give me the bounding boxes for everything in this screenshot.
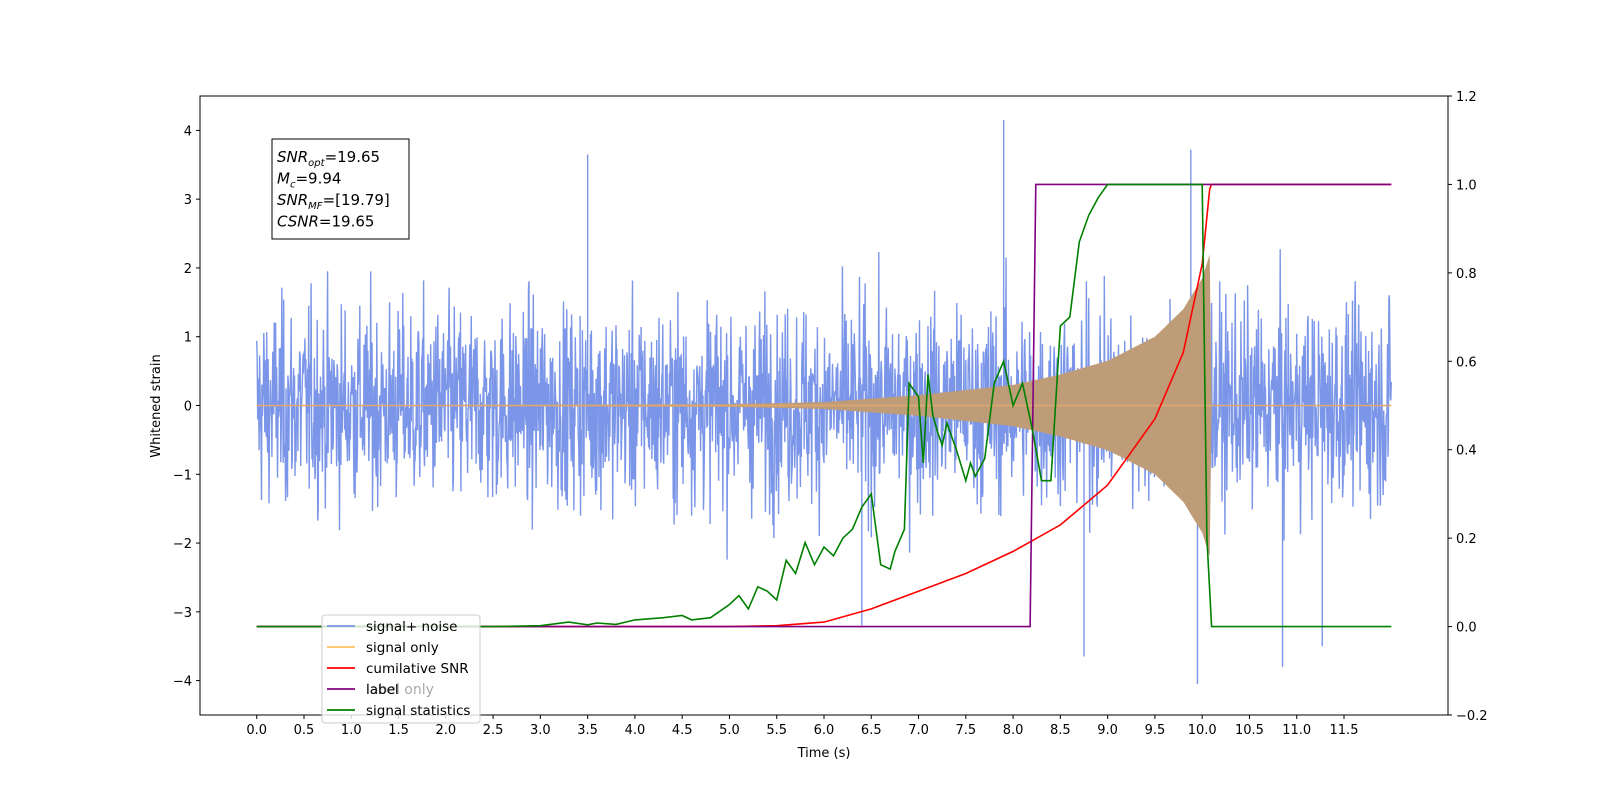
y-left-tick-label: 1 [184,331,192,346]
y-axis-label: Whitened strain [149,354,164,457]
x-tick-label: 5.5 [766,723,787,738]
legend: label only signal+ noise signal only cumil… [321,614,481,724]
y-left-tick-label: 0 [184,400,192,415]
legend-entry-label: label [366,682,399,698]
x-tick-label: 1.5 [388,723,409,738]
y-axis-right: 1.2 1.0 0.8 0.6 0.4 0.2 0.0 −0.2 [1448,90,1488,724]
x-tick-label: 7.5 [955,723,976,738]
y-right-tick-label: 0.2 [1456,532,1477,547]
x-tick-label: 4.0 [625,723,646,738]
legend-entry-label: signal+ noise [366,619,457,635]
y-left-tick-label: −2 [173,537,192,552]
series-label-line [256,183,1392,628]
annotation-line: Mc=9.94 [277,170,341,191]
y-right-tick-label: 1.0 [1456,178,1477,193]
x-tick-label: 2.0 [435,723,456,738]
y-right-tick-label: 0.6 [1456,355,1477,370]
x-tick-label: 1.0 [341,723,362,738]
x-tick-label: 11.0 [1282,723,1311,738]
x-tick-label: 6.5 [861,723,882,738]
annotation-line: SNRMF=[19.79] [277,191,390,212]
annotation-line: CSNR=19.65 [277,213,374,231]
y-right-tick-label: 0.4 [1456,444,1477,459]
plot-data-layer [256,120,1392,685]
x-tick-label: 9.0 [1097,723,1118,738]
x-tick-label: 8.5 [1050,723,1071,738]
y-left-tick-label: −4 [173,675,192,690]
x-tick-label: 8.0 [1003,723,1024,738]
x-tick-label: 2.5 [483,723,504,738]
y-left-tick-label: −1 [173,468,192,483]
x-tick-label: 6.0 [814,723,835,738]
y-left-tick-label: −3 [173,606,192,621]
x-axis-label: Time (s) [797,746,851,761]
legend-entry-label: signal only [366,640,439,656]
x-tick-label: 5.0 [719,723,740,738]
x-tick-label: 4.5 [672,723,693,738]
x-tick-label: 10.5 [1235,723,1264,738]
y-right-tick-label: 1.2 [1456,90,1477,105]
y-right-tick-label: 0.8 [1456,267,1477,282]
y-right-tick-label: 0.0 [1456,621,1477,636]
x-tick-label: 3.5 [577,723,598,738]
y-left-tick-label: 2 [184,262,192,277]
x-tick-label: 9.5 [1145,723,1166,738]
legend-entry-label: cumilative SNR [366,661,469,677]
legend-frame [321,614,481,724]
legend-entry-label: signal statistics [366,703,470,719]
annotation-line: SNRopt=19.65 [277,148,380,169]
y-right-tick-label: −0.2 [1456,709,1488,724]
y-axis-left: 4 3 2 1 0 −1 −2 −3 −4 [173,124,200,690]
x-tick-label: 3.0 [530,723,551,738]
series-signal-statistics-line [256,183,1392,628]
annotation-box: SNRopt=19.65Mc=9.94SNRMF=[19.79]CSNR=19.… [271,138,410,240]
x-tick-label: 11.5 [1330,723,1359,738]
y-left-tick-label: 3 [184,193,192,208]
x-tick-label: 10.0 [1188,723,1217,738]
legend-hidden-text: label only [366,682,434,698]
x-tick-label: 7.0 [908,723,929,738]
annotation-frame [271,138,410,240]
x-tick-label: 0.5 [294,723,315,738]
x-tick-label: 0.0 [246,723,267,738]
series-cumulative-snr-line [256,183,1392,628]
y-left-tick-label: 4 [184,124,192,139]
